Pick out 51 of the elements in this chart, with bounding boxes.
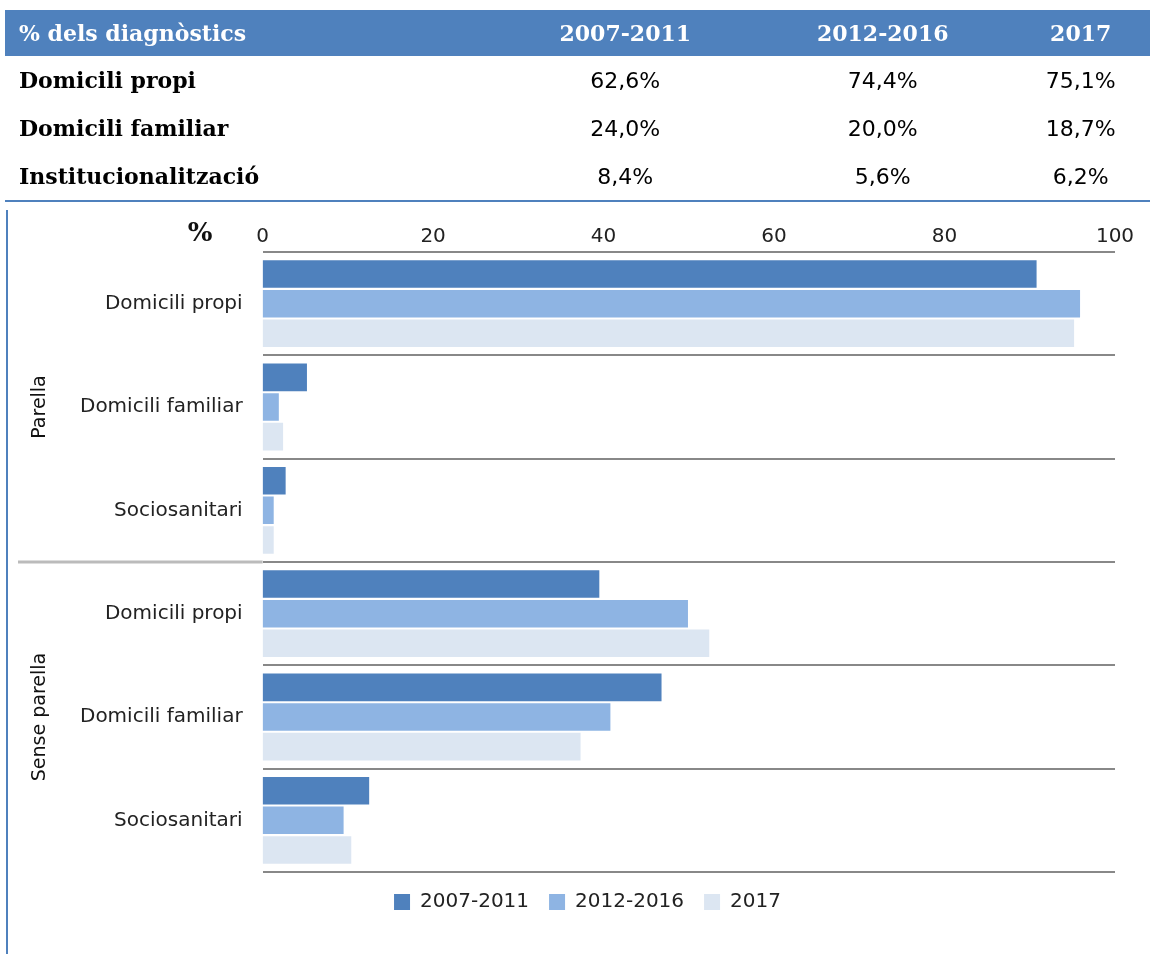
bar (262, 260, 1037, 288)
y-tick-label: Domicili propi (104, 289, 243, 314)
x-axis-title: % (187, 216, 213, 247)
text: 20,0% (847, 115, 918, 141)
category-label: 2007-2011 (496, 10, 754, 56)
bar (262, 629, 710, 658)
bar (262, 466, 286, 495)
x-tick-label: 0 (256, 223, 269, 248)
category-label: 2017 (1011, 10, 1150, 56)
y-tick-label: Domicili propi (104, 599, 243, 624)
text: Sense parella (26, 652, 49, 782)
text: 75,1% (1045, 67, 1116, 93)
bar (262, 526, 274, 554)
x-tick-label: 60 (761, 223, 787, 248)
bar (262, 496, 274, 525)
text: 74,4% (847, 67, 918, 93)
bar (262, 422, 284, 451)
x-tick-label: 80 (931, 223, 958, 248)
legend-label: 2017 (730, 888, 781, 913)
text: 18,7% (1045, 115, 1116, 141)
text: 8,4% (597, 163, 654, 189)
text: 5,6% (854, 163, 911, 189)
text: % dels diagnòstics (5, 10, 497, 56)
x-tick-label: 40 (590, 223, 617, 248)
y-tick-label: Domicili familiar (79, 393, 244, 418)
bar (262, 393, 279, 421)
text: Parella (26, 375, 49, 439)
bar (262, 599, 688, 628)
bar (262, 673, 662, 702)
legend-label: 2007-2011 (420, 888, 530, 913)
bar (262, 363, 307, 392)
category-label: 2012-2016 (753, 10, 1012, 56)
y-tick-label: Sociosanitari (114, 806, 243, 831)
category-label: Domicili propi (19, 67, 196, 93)
bar (262, 776, 370, 805)
text: 24,0% (590, 115, 661, 141)
bar (262, 732, 581, 761)
bar (262, 570, 600, 598)
bar (262, 836, 352, 864)
y-tick-label: Domicili familiar (79, 703, 244, 728)
x-tick-label: 100 (1095, 223, 1135, 248)
bar (262, 806, 344, 835)
legend-label: 2012-2016 (575, 888, 685, 913)
category-label: Institucionalització (19, 163, 260, 189)
text: 62,6% (590, 67, 661, 93)
bar (262, 319, 1075, 348)
bar (262, 289, 1081, 318)
y-tick-label: Sociosanitari (114, 496, 243, 521)
text: 6,2% (1052, 163, 1109, 189)
x-tick-label: 20 (420, 223, 446, 248)
bar (262, 703, 611, 731)
